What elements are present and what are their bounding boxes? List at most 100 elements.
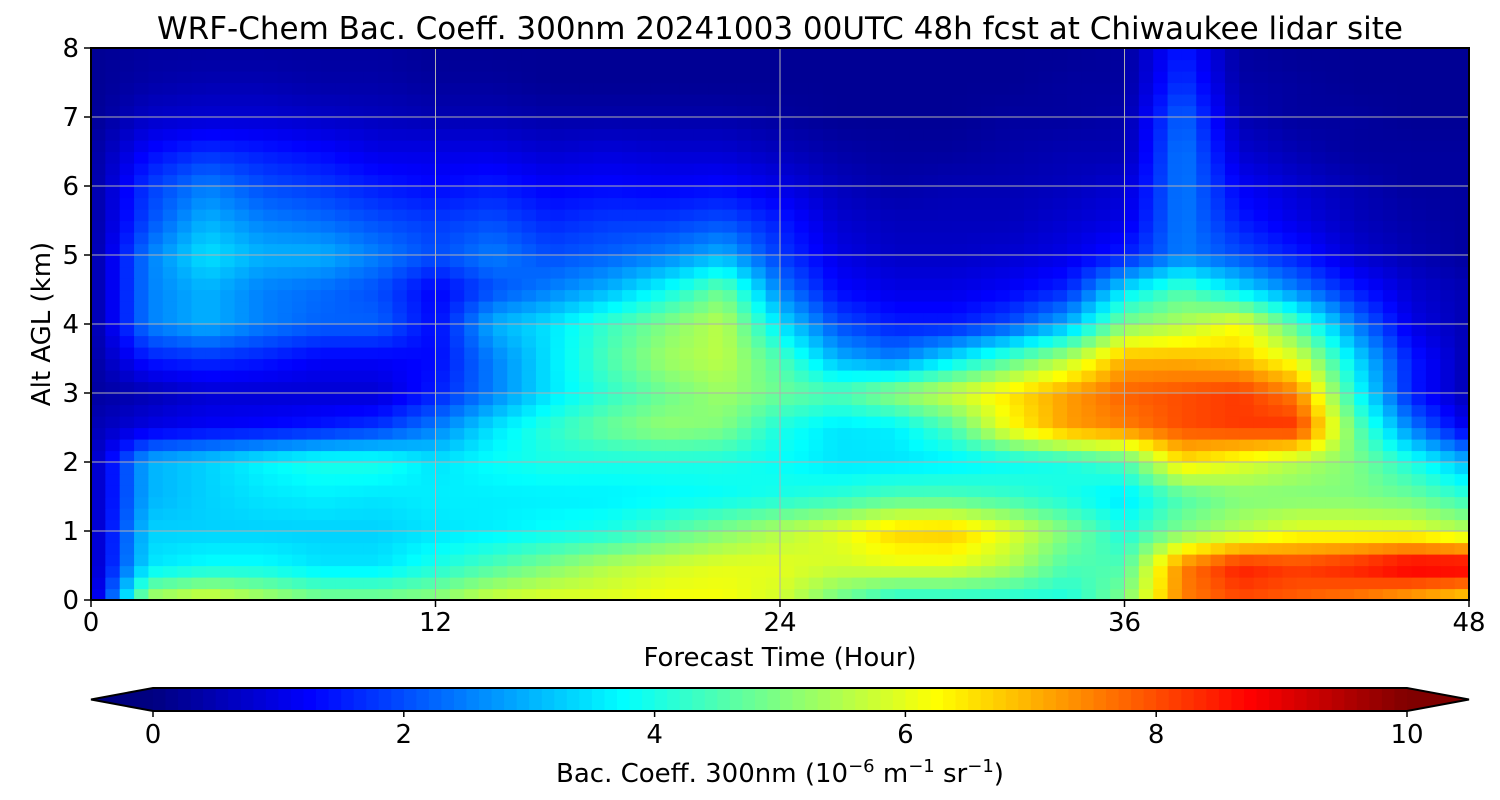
field-cell <box>1325 370 1341 383</box>
colorbar-tick-label: 8 <box>1148 720 1165 750</box>
field-cell <box>1325 462 1341 475</box>
colorbar-swatch <box>1218 688 1233 711</box>
field-cell <box>851 186 867 199</box>
field-cell <box>794 140 810 153</box>
field-cell <box>291 232 307 245</box>
field-cell <box>1081 588 1097 601</box>
field-cell <box>722 151 738 164</box>
field-cell <box>378 220 394 233</box>
field-cell <box>1296 94 1312 107</box>
field-cell <box>593 71 609 84</box>
field-cell <box>177 462 193 475</box>
field-cell <box>478 588 494 601</box>
field-cell <box>363 105 379 118</box>
field-cell <box>808 289 824 302</box>
field-cell <box>1124 508 1140 521</box>
field-cell <box>1081 565 1097 578</box>
field-cell <box>1282 48 1298 61</box>
field-cell <box>679 197 695 210</box>
field-cell <box>1354 404 1370 417</box>
field-cell <box>780 462 795 475</box>
field-cell <box>349 554 365 567</box>
field-cell <box>966 531 982 544</box>
field-cell <box>550 462 566 475</box>
field-cell <box>435 588 451 601</box>
field-cell <box>91 59 106 72</box>
field-cell <box>808 59 824 72</box>
field-cell <box>622 117 638 130</box>
field-cell <box>177 335 193 348</box>
field-cell <box>406 588 422 601</box>
field-cell <box>995 370 1011 383</box>
field-cell <box>880 496 896 509</box>
field-cell <box>851 439 867 452</box>
field-cell <box>593 554 609 567</box>
colorbar-swatch <box>867 688 881 711</box>
field-cell <box>363 220 379 233</box>
colorbar-swatch <box>453 688 468 711</box>
field-cell <box>1153 301 1169 314</box>
field-cell <box>1181 565 1197 578</box>
field-cell <box>1253 519 1269 532</box>
field-cell <box>866 358 882 371</box>
field-cell <box>378 59 394 72</box>
field-cell <box>1196 565 1212 578</box>
field-cell <box>507 554 523 567</box>
field-cell <box>220 117 236 130</box>
field-cell <box>952 174 968 187</box>
field-cell <box>1095 565 1111 578</box>
field-cell <box>507 416 523 429</box>
field-cell <box>823 289 839 302</box>
field-cell <box>406 450 422 463</box>
field-cell <box>492 255 508 268</box>
field-cell <box>1425 381 1441 394</box>
field-cell <box>564 393 580 406</box>
field-cell <box>851 278 867 291</box>
field-cell <box>693 347 709 360</box>
field-cell <box>1038 450 1054 463</box>
field-cell <box>435 565 451 578</box>
field-cell <box>205 335 221 348</box>
field-cell <box>564 117 580 130</box>
field-cell <box>1440 508 1456 521</box>
field-cell <box>693 278 709 291</box>
field-cell <box>291 324 307 337</box>
field-cell <box>1368 117 1384 130</box>
field-cell <box>866 588 882 601</box>
field-cell <box>923 496 939 509</box>
field-cell <box>1095 485 1111 498</box>
field-cell <box>1138 59 1154 72</box>
field-cell <box>1081 485 1097 498</box>
colorbar-swatch <box>604 688 618 711</box>
field-cell <box>1167 508 1183 521</box>
field-cell <box>751 163 767 176</box>
field-cell <box>894 404 910 417</box>
field-cell <box>693 565 709 578</box>
field-cell <box>1052 255 1068 268</box>
field-cell <box>507 542 523 555</box>
field-cell <box>794 82 810 95</box>
field-cell <box>191 128 207 141</box>
field-cell <box>521 312 537 325</box>
field-cell <box>119 82 135 95</box>
field-cell <box>349 588 365 601</box>
field-cell <box>421 94 437 107</box>
field-cell <box>478 243 494 256</box>
field-cell <box>1095 220 1111 233</box>
field-cell <box>579 266 594 279</box>
field-cell <box>507 140 523 153</box>
field-cell <box>751 450 767 463</box>
field-cell <box>234 266 250 279</box>
field-cell <box>119 278 135 291</box>
field-cell <box>1425 347 1441 360</box>
field-cell <box>234 105 250 118</box>
field-cell <box>492 347 508 360</box>
field-cell <box>1239 301 1255 314</box>
field-cell <box>1196 59 1212 72</box>
field-cell <box>837 71 853 84</box>
field-cell <box>464 266 480 279</box>
field-cell <box>406 151 422 164</box>
field-cell <box>751 220 767 233</box>
field-cell <box>780 163 795 176</box>
